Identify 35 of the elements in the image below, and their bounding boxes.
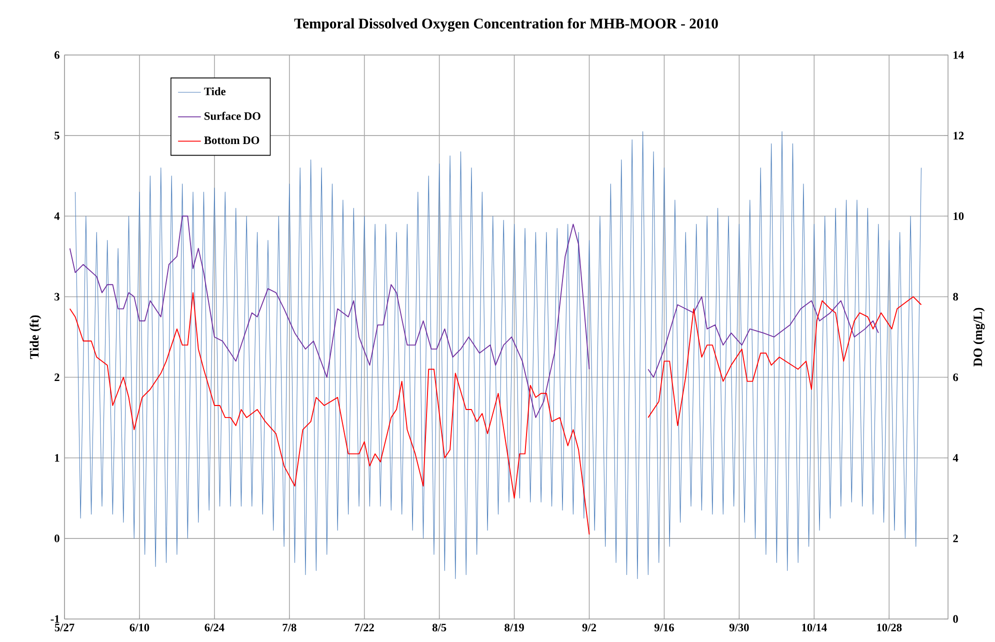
x-tick-label: 6/10	[130, 624, 150, 632]
x-tick-label: 9/2	[582, 624, 596, 632]
y-tick-label: 3	[54, 292, 60, 301]
y-tick-label: 4	[54, 212, 60, 220]
y2-tick-label: 2	[953, 534, 958, 542]
x-tick-label: 9/16	[654, 624, 674, 632]
x-tick-label: 7/8	[282, 624, 296, 632]
x-tick-label: 6/24	[204, 624, 224, 632]
y-tick-label: -1	[50, 615, 60, 623]
x-tick-label: 10/28	[877, 624, 902, 632]
y2-tick-label: 6	[953, 373, 958, 382]
y2-tick-label: 12	[954, 132, 964, 140]
legend-label: Surface DO	[204, 112, 260, 120]
y2-tick-label: 10	[954, 212, 964, 220]
y2-axis-title: DO (mg/L)	[973, 308, 985, 366]
y2-tick-label: 0	[953, 615, 958, 623]
y-tick-label: 1	[55, 454, 60, 462]
x-tick-label: 9/30	[729, 624, 749, 632]
y-tick-label: 0	[54, 534, 60, 542]
y2-tick-label: 4	[952, 454, 958, 462]
legend-label: Bottom DO	[204, 136, 260, 144]
y-tick-label: 6	[54, 51, 60, 59]
chart-title: Temporal Dissolved Oxygen Concentration for MHB-MOOR - 2010	[294, 18, 718, 32]
y-tick-label: 5	[54, 132, 60, 140]
x-tick-label: 8/5	[432, 624, 446, 632]
y2-tick-label: 14	[954, 51, 964, 59]
y-axis-title: Tide (ft)	[30, 315, 42, 360]
x-tick-label: 5/27	[54, 624, 74, 632]
y-tick-label: 2	[54, 374, 60, 382]
x-tick-label: 8/19	[504, 624, 524, 632]
x-tick-label: 10/14	[802, 624, 827, 632]
line-series	[74, 131, 922, 579]
legend-label: Tide	[204, 87, 226, 96]
y2-tick-label: 8	[953, 292, 958, 301]
x-tick-label: 7/22	[354, 624, 374, 632]
